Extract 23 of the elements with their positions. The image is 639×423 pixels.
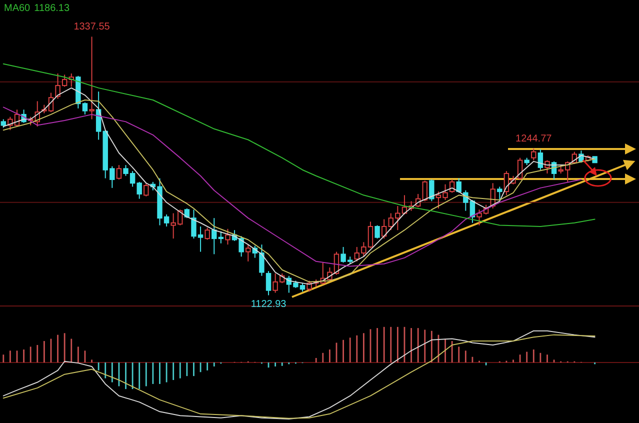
annotation: 1244.77 — [516, 133, 552, 144]
candlestick — [374, 224, 380, 240]
candlestick — [497, 186, 502, 200]
text: MA60 — [4, 3, 31, 14]
candlestick — [422, 180, 428, 202]
candlestick — [212, 218, 217, 255]
candlestick — [266, 270, 272, 296]
candlestick — [89, 36, 94, 120]
candlestick — [218, 230, 224, 244]
annotation: 1337.55 — [74, 22, 110, 33]
annotation: 1122.93 — [250, 299, 287, 310]
candlestick — [246, 244, 251, 262]
candlestick — [531, 148, 536, 161]
candlestick — [538, 148, 544, 170]
candlestick — [225, 228, 230, 246]
candlestick — [116, 164, 122, 180]
candlestick — [204, 227, 210, 240]
candlestick — [429, 179, 434, 202]
candlestick — [184, 208, 190, 219]
candlestick — [456, 178, 462, 194]
annotation: 1186.13 — [34, 3, 70, 14]
candlestick — [517, 157, 523, 180]
candlestick — [144, 182, 149, 197]
